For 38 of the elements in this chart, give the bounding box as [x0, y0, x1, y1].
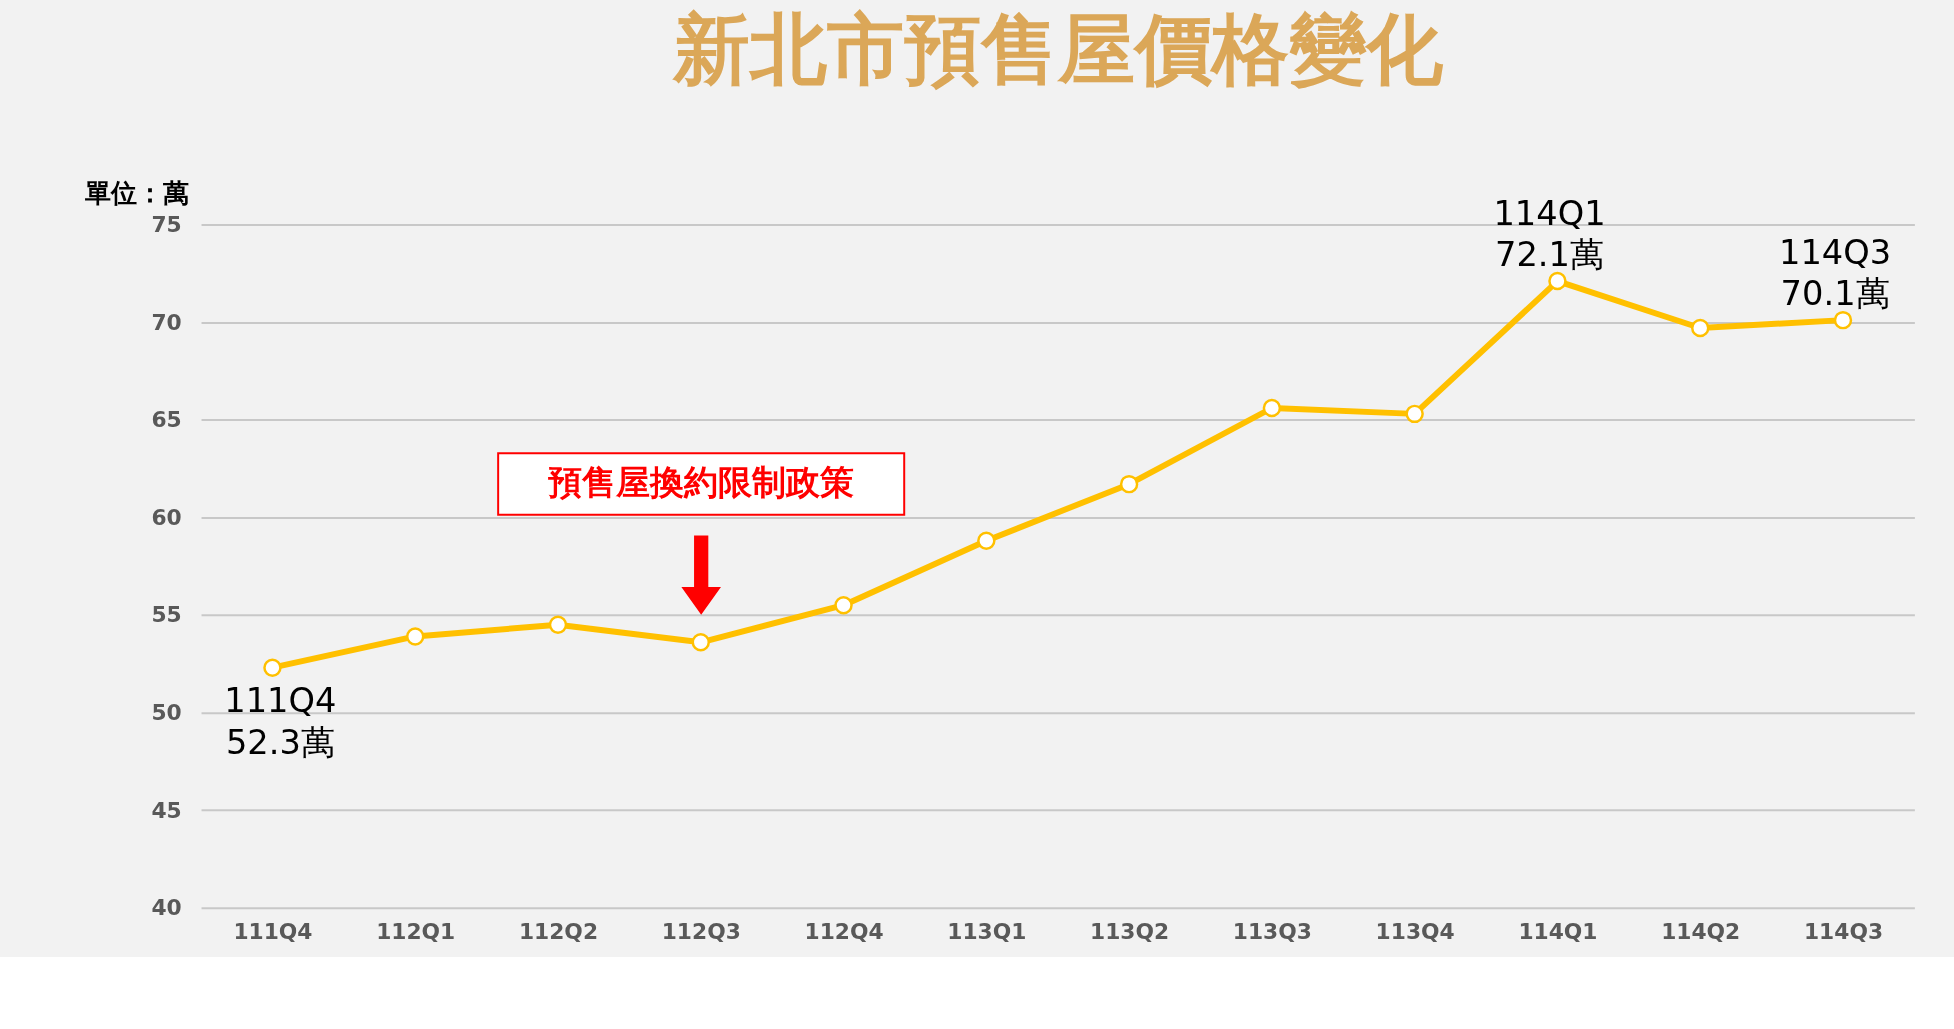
point [1833, 310, 1853, 330]
point [977, 531, 996, 550]
point [548, 615, 568, 634]
point [263, 658, 282, 677]
y-tick-label: 50 [151, 700, 182, 726]
x-tick-label: 114Q1 [1518, 919, 1598, 945]
annotation: 111Q4 52.3萬 [224, 681, 337, 762]
point [1262, 398, 1282, 418]
x-tick-label: 112Q3 [661, 919, 741, 945]
x-tick-label: 111Q4 [233, 919, 313, 945]
point [1119, 474, 1139, 494]
point [691, 633, 710, 652]
point [1690, 318, 1710, 338]
x-tick-label: 112Q2 [518, 919, 599, 945]
annotation: 114Q1 72.1萬 [1493, 193, 1606, 275]
x-tick-label: 113Q4 [1375, 919, 1455, 945]
chart-title: 新北市預售屋價格變化 [671, 3, 1444, 94]
point [834, 595, 853, 615]
x-tick-label: 113Q1 [947, 919, 1027, 945]
x-tick-label: 113Q3 [1232, 919, 1312, 945]
y-tick-label: 40 [151, 895, 182, 921]
x-tick-label: 113Q2 [1090, 919, 1170, 945]
y-tick-label: 55 [151, 602, 182, 628]
y-axis-title: 單位：萬 [83, 178, 189, 209]
y-tick-label: 65 [151, 407, 182, 433]
point [405, 627, 425, 646]
x-tick-label: 114Q3 [1803, 919, 1884, 945]
y-tick-label: 45 [151, 797, 182, 823]
x-tick-label: 112Q4 [804, 919, 884, 945]
annotation: 114Q3 70.1萬 [1778, 232, 1892, 314]
point [1405, 404, 1424, 424]
y-tick-label: 60 [151, 504, 182, 530]
y-tick-label: 70 [151, 309, 182, 335]
point [1548, 271, 1567, 291]
x-tick-label: 112Q1 [376, 919, 456, 945]
y-tick-label: 75 [151, 211, 182, 237]
x-tick-label: 114Q2 [1661, 919, 1741, 945]
annotation: 預售屋換約限制政策 [548, 462, 855, 502]
